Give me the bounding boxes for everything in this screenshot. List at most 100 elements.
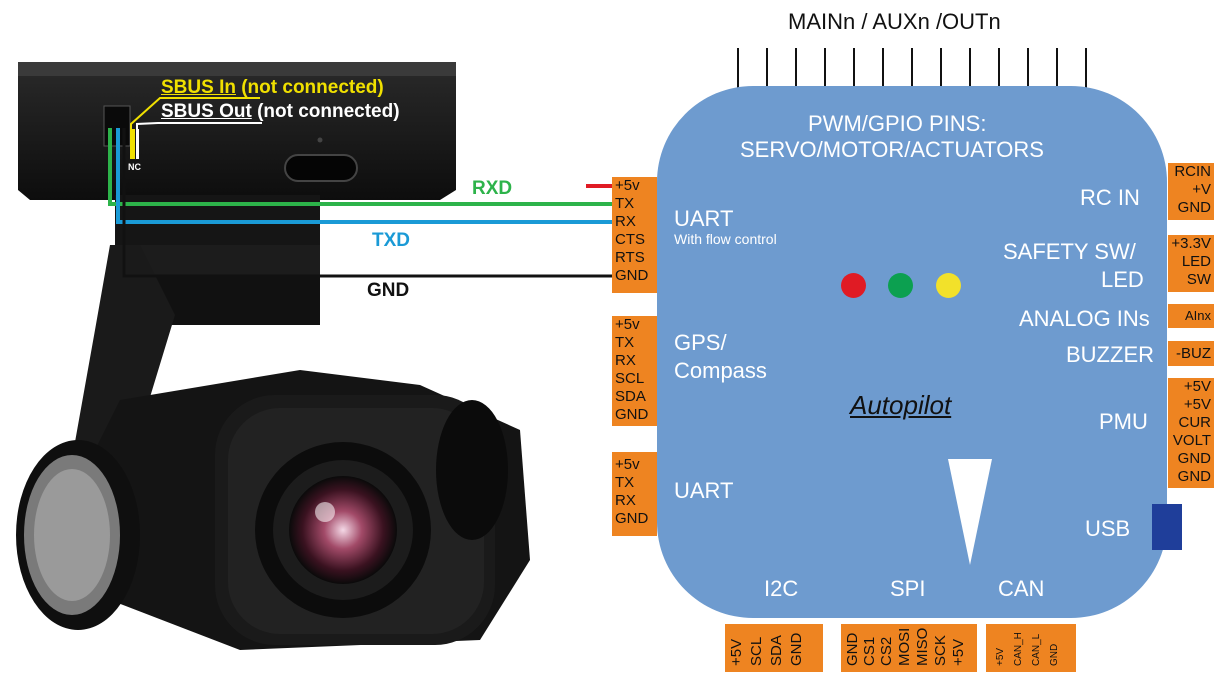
sbus-in-title: SBUS In xyxy=(161,77,236,98)
pmu-pin: CUR xyxy=(1178,414,1212,431)
sbus-out-leader xyxy=(136,122,262,130)
gps-pin: +5v xyxy=(615,316,640,333)
pmu-label: PMU xyxy=(1099,409,1148,434)
analog-label: ANALOG INs xyxy=(1019,306,1150,331)
safety-label-line1: SAFETY SW/ xyxy=(1003,239,1136,264)
gps-pin: TX xyxy=(615,334,635,351)
i2c-pin: GND xyxy=(788,632,805,666)
sbus-out-title: SBUS Out xyxy=(161,101,252,122)
pmu-pin: +5V xyxy=(1183,378,1211,395)
outputs-title: MAINn / AUXn /OUTn xyxy=(788,9,1001,34)
sbus-out-pin xyxy=(136,129,139,159)
uart1-pin: GND xyxy=(615,267,649,284)
uart2-pin: +5v xyxy=(615,456,640,473)
spi-pin: GND xyxy=(844,632,861,666)
spi-connector: GND CS1 CS2 MOSI MISO SCK +5V xyxy=(841,624,977,672)
sbus-out-note: (not connected) xyxy=(257,101,400,122)
analog-pin: AInx xyxy=(1184,308,1211,323)
red-led xyxy=(841,273,866,298)
uart2-pin: RX xyxy=(615,492,636,509)
buzzer-label: BUZZER xyxy=(1066,342,1154,367)
rcin-pin: GND xyxy=(1177,199,1211,216)
gps-connector: +5v TX RX SCL SDA GND xyxy=(612,316,657,426)
spi-label: SPI xyxy=(890,576,926,601)
green-led xyxy=(888,273,913,298)
spi-pin: MOSI xyxy=(896,627,913,666)
rxd-label: RXD xyxy=(472,178,513,199)
uart1-pin: RTS xyxy=(615,249,645,266)
sbus-in-pin xyxy=(130,129,135,159)
pmu-pin: +5V xyxy=(1183,396,1211,413)
rcin-pin: RCIN xyxy=(1174,163,1211,180)
i2c-pin: SCL xyxy=(748,636,765,666)
gps-label-line2: Compass xyxy=(674,358,767,383)
gnd-wire xyxy=(122,128,614,278)
gps-label-line1: GPS/ xyxy=(674,330,727,355)
safety-label-line2: LED xyxy=(1101,267,1144,292)
can-pin: CAN_L xyxy=(1031,633,1042,666)
nc-label: NC xyxy=(128,162,141,172)
spi-pin: MISO xyxy=(914,627,931,666)
gps-pin: SDA xyxy=(615,388,646,405)
pmu-pin: GND xyxy=(1177,468,1211,485)
gps-pin: GND xyxy=(615,406,649,423)
sbus-in-label: SBUS In (not connected) xyxy=(161,78,384,97)
safety-pin: LED xyxy=(1181,253,1211,270)
yellow-led xyxy=(936,273,961,298)
orientation-arrow-icon xyxy=(948,459,992,565)
safety-connector: +3.3V LED SW xyxy=(1168,235,1214,292)
i2c-pin: SDA xyxy=(768,635,785,666)
pmu-pin: VOLT xyxy=(1172,432,1211,449)
uart1-connector: +5v TX RX CTS RTS GND xyxy=(612,177,657,293)
gps-pin: SCL xyxy=(615,370,645,387)
spi-pin: CS2 xyxy=(878,636,895,666)
can-pin: +5V xyxy=(995,647,1006,666)
gnd-label: GND xyxy=(367,280,410,301)
buzzer-connector: -BUZ xyxy=(1168,341,1214,366)
pwm-title-line2: SERVO/MOTOR/ACTUATORS xyxy=(740,137,1044,162)
output-pins xyxy=(737,48,1087,92)
rcin-pin: +V xyxy=(1192,181,1211,198)
autopilot-board xyxy=(657,86,1167,618)
uart1-pin: TX xyxy=(615,195,635,212)
sbus-in-leader xyxy=(130,97,260,130)
uart2-pin: GND xyxy=(615,510,649,527)
i2c-connector: +5V SCL SDA GND xyxy=(725,624,823,672)
txd-label: TXD xyxy=(372,230,410,251)
rcin-connector: RCIN +V GND xyxy=(1168,163,1214,220)
uart1-pin: CTS xyxy=(615,231,645,248)
safety-pin: SW xyxy=(1186,271,1211,288)
spi-pin: +5V xyxy=(950,638,967,666)
sbus-in-note: (not connected) xyxy=(241,77,384,98)
uart1-pin: RX xyxy=(615,213,636,230)
uart1-pin: +5v xyxy=(615,177,640,194)
uart2-label: UART xyxy=(674,478,734,503)
usb-label: USB xyxy=(1085,516,1131,541)
buzzer-pin: -BUZ xyxy=(1176,345,1211,362)
i2c-pin: +5V xyxy=(728,638,745,666)
uart2-pin: TX xyxy=(615,474,635,491)
txd-wire xyxy=(116,128,614,224)
gps-pin: RX xyxy=(615,352,636,369)
sbus-out-label: SBUS Out (not connected) xyxy=(161,102,400,121)
can-pin: CAN_H xyxy=(1013,632,1024,666)
spi-pin: CS1 xyxy=(861,636,878,666)
autopilot-title: Autopilot xyxy=(850,390,952,420)
safety-pin: +3.3V xyxy=(1171,235,1211,252)
can-connector: +5V CAN_H CAN_L GND xyxy=(986,624,1076,672)
can-label: CAN xyxy=(998,576,1045,601)
analog-connector: AInx xyxy=(1168,304,1214,328)
pwm-title-line1: PWM/GPIO PINS: xyxy=(808,111,987,136)
i2c-label: I2C xyxy=(764,576,799,601)
rcin-label: RC IN xyxy=(1080,185,1140,210)
uart1-label: UART xyxy=(674,206,734,231)
spi-pin: SCK xyxy=(932,635,949,666)
pmu-pin: GND xyxy=(1177,450,1211,467)
usb-port xyxy=(1152,504,1182,550)
uart2-connector: +5v TX RX GND xyxy=(612,452,657,536)
uart1-sublabel: With flow control xyxy=(674,231,777,247)
pmu-connector: +5V +5V CUR VOLT GND GND xyxy=(1168,378,1214,488)
can-pin: GND xyxy=(1049,643,1060,666)
